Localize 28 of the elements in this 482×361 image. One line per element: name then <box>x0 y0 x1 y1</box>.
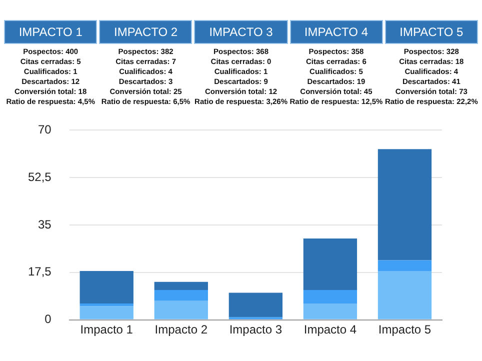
bar <box>378 260 432 272</box>
text: IMPACTO 2 <box>99 20 192 44</box>
y-tick-label: 0 <box>44 312 52 326</box>
bar <box>303 304 358 320</box>
x-tick-label: Impacto 3 <box>229 322 282 336</box>
bar <box>303 290 358 304</box>
y-tick-label: 52,5 <box>28 170 52 184</box>
bar <box>80 306 134 320</box>
bar <box>154 290 208 301</box>
bar <box>80 304 134 306</box>
bar <box>378 271 432 320</box>
bar <box>378 149 432 260</box>
bar <box>80 271 134 304</box>
x-tick-label: Impacto 2 <box>154 322 208 336</box>
text: IMPACTO 1 <box>4 20 98 44</box>
x-tick-label: Impacto 5 <box>378 322 432 336</box>
text: IMPACTO 4 <box>290 20 383 44</box>
bar <box>303 238 358 290</box>
x-tick-label: Impacto 4 <box>304 322 357 336</box>
text: IMPACTO 3 <box>194 20 288 44</box>
y-tick-label: 70 <box>38 122 52 137</box>
x-tick-label: Impacto 1 <box>80 322 134 336</box>
text: IMPACTO 5 <box>384 20 478 44</box>
y-tick-label: 35 <box>38 217 52 232</box>
bar <box>154 282 208 290</box>
y-tick-label: 17,5 <box>28 264 52 279</box>
bar <box>228 292 283 318</box>
bar <box>154 300 208 320</box>
